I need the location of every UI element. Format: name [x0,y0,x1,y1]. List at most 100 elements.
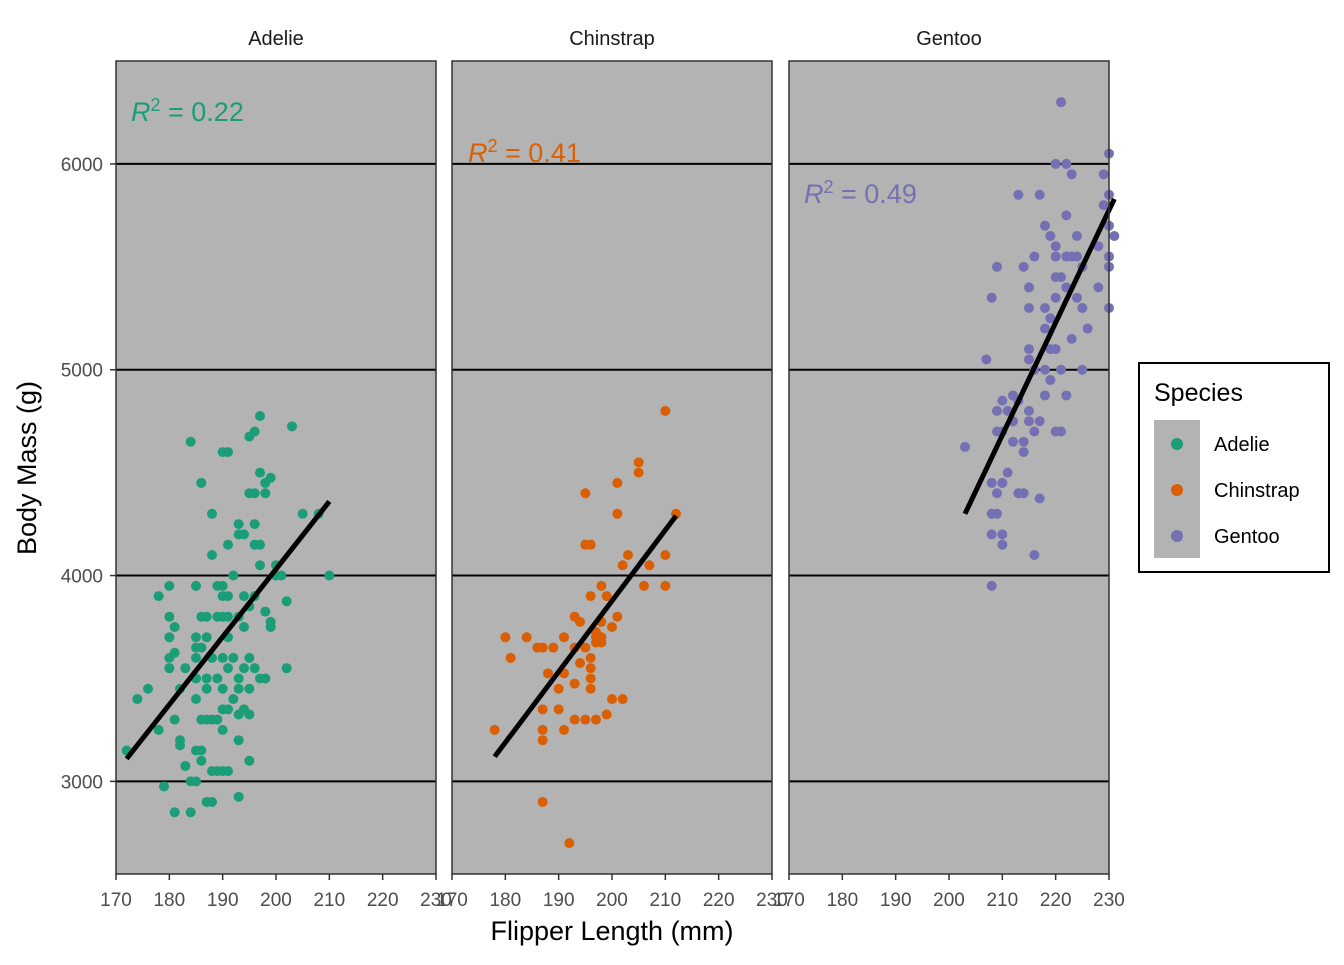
data-point [1082,323,1093,334]
data-point [1034,493,1045,504]
data-point [660,549,671,560]
data-point [992,405,1002,416]
r2-annotation: R2 = 0.41 [468,136,581,168]
data-point [191,652,201,663]
data-point [201,632,212,643]
x-tick-label: 170 [436,890,468,911]
data-point [260,488,271,499]
data-point [1061,210,1072,221]
data-point [612,477,623,488]
data-point [1056,97,1066,108]
x-tick-label: 210 [649,890,681,911]
data-point [185,436,196,447]
data-point [500,632,511,643]
data-point [1029,549,1040,560]
y-tick-label: 3000 [61,772,103,793]
data-point [1098,200,1109,211]
data-point [623,549,633,560]
data-point [169,807,180,818]
data-point [196,755,207,766]
data-point [548,642,559,653]
data-point [228,570,239,581]
data-point [164,611,175,622]
r2-symbol: R [131,97,151,127]
x-tick-label: 190 [880,890,912,911]
data-point [1024,405,1034,416]
data-point [997,529,1008,540]
data-point [986,477,997,488]
data-point [1077,302,1088,313]
data-point [207,549,217,560]
facet-title: Gentoo [916,28,982,50]
x-tick-label: 230 [756,890,788,911]
data-point [201,683,212,694]
data-point [223,663,233,674]
y-tick-label: 4000 [61,567,103,588]
data-point [255,467,265,478]
data-point [1024,282,1034,293]
data-point [196,642,207,653]
regression-line [124,499,332,761]
data-point [1024,344,1034,355]
r2-value: = 0.41 [498,138,581,168]
data-point [249,426,260,437]
data-point [223,704,233,715]
data-point [585,683,596,694]
data-point [180,760,191,771]
data-point [591,714,601,725]
data-point [324,570,335,581]
legend-key [1171,484,1183,496]
data-point [175,740,185,751]
data-point [1002,467,1013,478]
data-point [553,704,564,715]
data-point [297,508,308,519]
data-point [164,632,175,643]
data-point [1056,426,1066,437]
data-point [612,611,623,622]
data-point [201,611,212,622]
legend-key [1171,530,1183,542]
data-point [164,580,175,591]
data-point [228,694,239,705]
regression-line [962,197,1117,515]
x-tick-label: 190 [207,890,239,911]
data-point [489,724,500,735]
y-tick-label: 5000 [61,361,103,382]
r2-superscript: 2 [151,95,161,115]
data-point [233,735,244,746]
data-point [612,508,623,519]
data-point [607,622,617,633]
data-point [633,457,644,468]
data-point [217,580,228,591]
data-point [164,663,175,674]
data-point [1061,390,1072,401]
data-point [569,678,580,689]
data-point [1050,251,1061,262]
data-point [1072,230,1082,241]
data-point [997,395,1008,406]
data-point [169,714,180,725]
data-point [153,591,164,602]
data-point [1013,189,1024,200]
data-point [1050,241,1061,252]
data-point [997,477,1008,488]
r2-value: = 0.49 [834,179,917,209]
x-tick-label: 200 [933,890,965,911]
data-point [239,663,249,674]
data-point [233,673,244,684]
legend-title: Species [1154,379,1243,407]
x-tick-label: 180 [826,890,858,911]
data-point [1098,169,1109,180]
data-point [564,838,575,849]
data-point [1045,375,1056,386]
data-point [1050,344,1061,355]
data-point [1056,364,1066,375]
data-point [585,539,596,550]
data-point [233,791,244,802]
data-point [1050,158,1061,169]
x-tick-label: 220 [1040,890,1072,911]
data-point [201,673,212,684]
data-point [633,467,644,478]
data-point [521,632,532,643]
data-point [223,766,233,777]
